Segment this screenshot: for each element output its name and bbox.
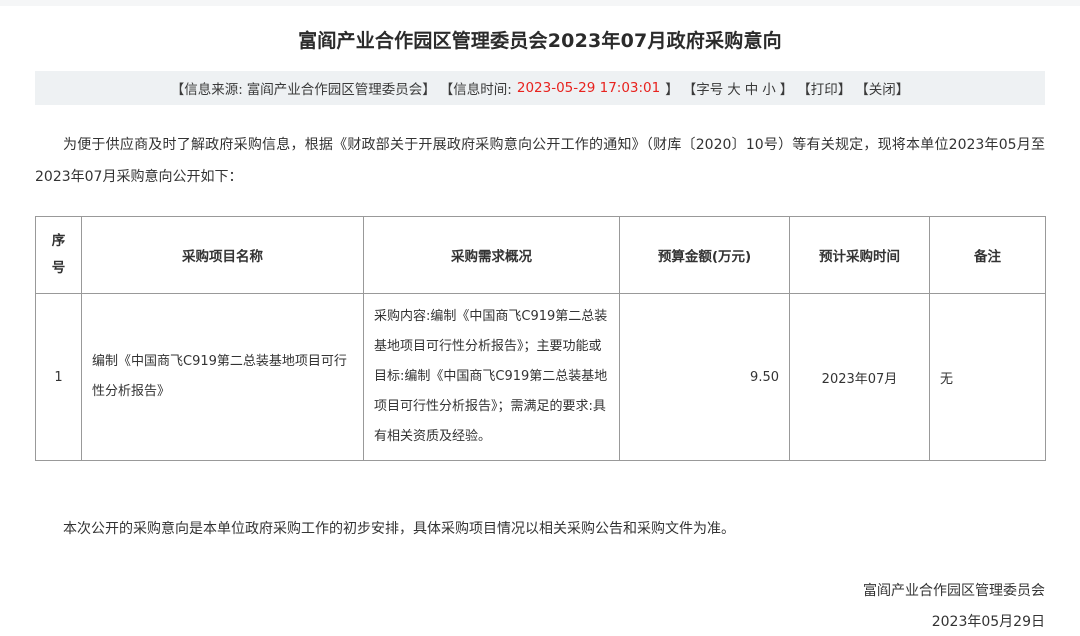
font-size-medium-button[interactable]: 中 (744, 81, 759, 98)
table-row: 1 编制《中国商飞C919第二总装基地项目可行性分析报告》 采购内容:编制《中国… (35, 293, 1046, 461)
intro-paragraph: 为便于供应商及时了解政府采购信息，根据《财政部关于开展政府采购意向公开工作的通知… (35, 136, 1045, 186)
cell-project-name: 编制《中国商飞C919第二总装基地项目可行性分析报告》 (81, 293, 364, 461)
column-header-project-name: 采购项目名称 (81, 216, 364, 295)
font-size-label: 【字号 (682, 81, 724, 98)
column-header-budget: 预算金额(万元) (619, 216, 790, 295)
info-source-value: 富阎产业合作园区管理委员会】 (246, 81, 436, 98)
cell-seq: 1 (35, 293, 82, 461)
cell-budget: 9.50 (619, 293, 790, 461)
closing-note: 本次公开的采购意向是本单位政府采购工作的初步安排，具体采购项目情况以相关采购公告… (63, 520, 735, 537)
info-time-label: 【信息时间: (439, 81, 512, 98)
close-button[interactable]: 【关闭】 (855, 81, 910, 98)
page-title: 富阎产业合作园区管理委员会2023年07月政府采购意向 (298, 30, 782, 52)
table-body: 1 编制《中国商飞C919第二总装基地项目可行性分析报告》 采购内容:编制《中国… (35, 293, 1046, 461)
document-meta-bar: 【信息来源: 富阎产业合作园区管理委员会】 【信息时间: 2023-05-29 … (35, 70, 1045, 105)
signature-organization: 富阎产业合作园区管理委员会 (863, 582, 1045, 599)
font-size-large-button[interactable]: 大 (727, 81, 741, 98)
document-page: 富阎产业合作园区管理委员会2023年07月政府采购意向 【信息来源: 富阎产业合… (0, 6, 1080, 636)
column-header-remark: 备注 (929, 216, 1046, 295)
info-time-value: 2023-05-29 17:03:01 (516, 79, 661, 96)
cell-requirement: 采购内容:编制《中国商飞C919第二总装基地项目可行性分析报告》；主要功能或目标… (363, 293, 620, 461)
font-size-close: 】 (779, 81, 794, 98)
viewport-top-strip (0, 0, 1080, 6)
table-header-row: 序号 采购项目名称 采购需求概况 预算金额(万元) 预计采购时间 备注 (35, 216, 1046, 295)
column-header-requirement: 采购需求概况 (363, 216, 620, 295)
signature-date: 2023年05月29日 (931, 614, 1045, 631)
procurement-table-container: 序号 采购项目名称 采购需求概况 预算金额(万元) 预计采购时间 备注 1 编制… (0, 194, 1080, 461)
info-source-label: 【信息来源: (170, 81, 243, 98)
print-button[interactable]: 【打印】 (797, 81, 852, 98)
cell-remark: 无 (929, 293, 1046, 461)
table-header: 序号 采购项目名称 采购需求概况 预算金额(万元) 预计采购时间 备注 (35, 216, 1046, 295)
cell-expected-time: 2023年07月 (789, 293, 930, 461)
column-header-expected-time: 预计采购时间 (789, 216, 930, 295)
procurement-intent-table: 序号 采购项目名称 采购需求概况 预算金额(万元) 预计采购时间 备注 1 编制… (35, 216, 1046, 461)
column-header-seq: 序号 (35, 216, 82, 295)
info-time-close: 】 (665, 81, 679, 98)
font-size-small-button[interactable]: 小 (762, 81, 776, 98)
